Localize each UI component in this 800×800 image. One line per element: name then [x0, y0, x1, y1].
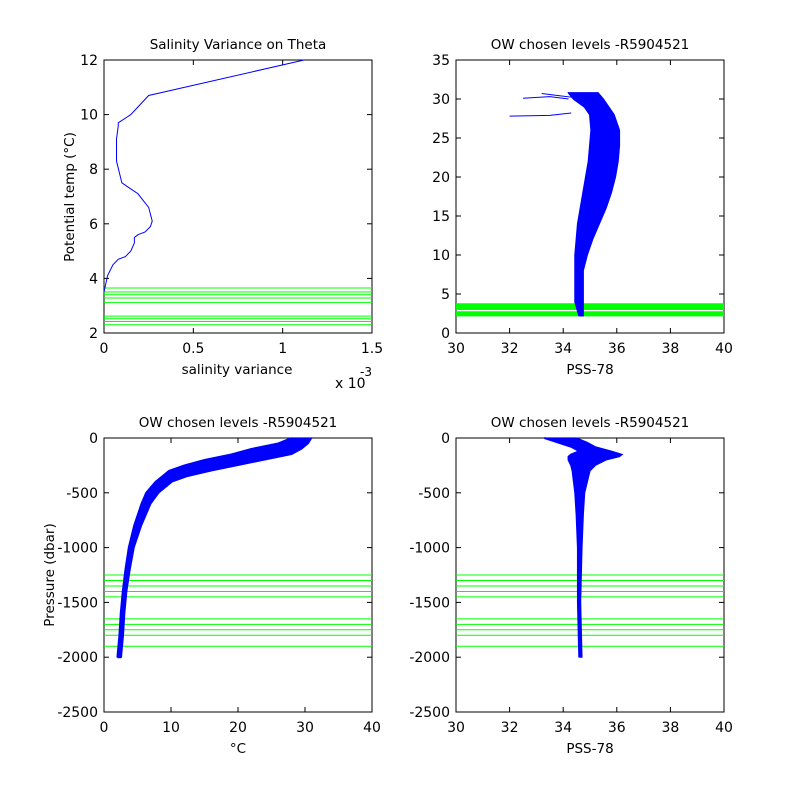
panel-1-ytick-label: 4: [89, 271, 98, 287]
panel-1-ticks: 0 0.5 1 1.5 2 4 6 8 10 12: [80, 53, 383, 357]
panel-1-ytick-label: 8: [89, 162, 98, 178]
panel-1-ytick-label: 6: [89, 217, 98, 233]
panel-4-title: OW chosen levels -R5904521: [491, 415, 690, 431]
panel-2-ytick-label: 20: [432, 170, 450, 186]
panel-1-x-exponent-base: x 10: [335, 376, 366, 392]
panel-3-xtick-label: 30: [296, 720, 314, 736]
panel-4-profile-line: [544, 437, 582, 658]
panel-2-xtick-label: 30: [447, 341, 465, 357]
panel-4-xtick-label: 30: [447, 720, 465, 736]
panel-3-xtick-label: 10: [162, 720, 180, 736]
panel-1-ytick-label: 2: [89, 326, 98, 342]
panel-2-outlier-profile: [522, 96, 569, 100]
panel-3-ytick-label: -1500: [57, 595, 98, 611]
panel-1-title: Salinity Variance on Theta: [150, 37, 327, 53]
panel-4-xtick-label: 32: [501, 720, 519, 736]
panel-1-x-exponent-power: -3: [360, 365, 372, 379]
panel-4-xtick-label: 34: [554, 720, 572, 736]
panel-2-xlabel: PSS-78: [566, 362, 613, 378]
panel-4-data: [456, 437, 724, 658]
panel-2-ytick-label: 5: [441, 287, 450, 303]
panel-4-ytick-label: -2500: [409, 705, 450, 721]
panel-2-ytick-label: 35: [432, 53, 450, 69]
panel-3-ticks: 0 10 20 30 40 -2500 -2000 -1500 -1000 -500 0: [57, 431, 381, 736]
panel-pressure-temperature: OW chosen levels -R5904521 °C Pressure (…: [42, 415, 381, 757]
panel-3-data: [104, 437, 372, 659]
panel-3-ytick-label: -2500: [57, 705, 98, 721]
panel-2-xtick-label: 38: [661, 341, 679, 357]
panel-2-xtick-label: 36: [608, 341, 626, 357]
panel-3-profile-line: [116, 437, 292, 658]
panel-4-ytick-label: -1500: [409, 595, 450, 611]
panel-3-xtick-label: 40: [363, 720, 381, 736]
panel-3-ylabel: Pressure (dbar): [42, 523, 58, 626]
panel-2-ytick-label: 0: [441, 326, 450, 342]
panel-1-ytick-label: 10: [80, 108, 98, 124]
panel-2-ytick-label: 15: [432, 209, 450, 225]
panel-1-xtick-label: 1: [278, 341, 287, 357]
panel-1-data: [103, 59, 372, 326]
panel-3-ytick-label: -2000: [57, 650, 98, 666]
panel-4-ytick-label: -500: [418, 486, 450, 502]
panel-2-outlier-profile: [541, 93, 574, 98]
panel-4-ytick-label: 0: [441, 431, 450, 447]
panel-2-outlier-profile: [509, 112, 572, 117]
panel-4-ytick-label: -1000: [409, 541, 450, 557]
panel-1-xtick-label: 0: [100, 341, 109, 357]
panel-1-xtick-label: 0.5: [182, 341, 204, 357]
panel-1-ylabel: Potential temp (°C): [62, 132, 78, 262]
panel-1-xtick-label: 1.5: [361, 341, 383, 357]
panel-3-ytick-label: -500: [66, 486, 98, 502]
panel-2-data: [456, 92, 724, 317]
panel-3-ytick-label: -1000: [57, 541, 98, 557]
panel-salinity-variance: Salinity Variance on Theta salinity vari…: [62, 37, 383, 392]
panel-4-xlabel: PSS-78: [566, 741, 613, 757]
panel-theta-salinity: OW chosen levels -R5904521 PSS-78 30 32 34…: [432, 37, 733, 378]
panel-2-xtick-label: 34: [554, 341, 572, 357]
panel-1-xlabel: salinity variance: [182, 362, 293, 378]
panel-2-xtick-label: 32: [501, 341, 519, 357]
panel-3-xlabel: °C: [230, 741, 246, 757]
panel-4-ytick-label: -2000: [409, 650, 450, 666]
panel-1-variance-line: [103, 59, 305, 293]
panel-3-xtick-label: 20: [229, 720, 247, 736]
panel-2-xtick-label: 40: [715, 341, 733, 357]
panel-3-ytick-label: 0: [89, 431, 98, 447]
panel-4-xtick-label: 40: [715, 720, 733, 736]
panel-1-ytick-label: 12: [80, 53, 98, 69]
panel-4-xtick-label: 38: [661, 720, 679, 736]
panel-2-profile-line: [567, 92, 593, 317]
panel-2-ytick-label: 30: [432, 92, 450, 108]
panel-2-ytick-label: 25: [432, 131, 450, 147]
panel-2-ytick-label: 10: [432, 248, 450, 264]
panel-4-ticks: 30 32 34 36 38 40 -2500 -2000 -1500 -1000 -500 0: [409, 431, 733, 736]
panel-4-xtick-label: 36: [608, 720, 626, 736]
panel-3-xtick-label: 0: [100, 720, 109, 736]
panel-2-title: OW chosen levels -R5904521: [491, 37, 690, 53]
panel-pressure-salinity: OW chosen levels -R5904521 PSS-78 30 32 34…: [409, 415, 733, 757]
panel-3-title: OW chosen levels -R5904521: [139, 415, 338, 431]
panel-2-ticks: 30 32 34 36 38 40 0 5 10 15 20 25 30 35: [432, 53, 733, 357]
